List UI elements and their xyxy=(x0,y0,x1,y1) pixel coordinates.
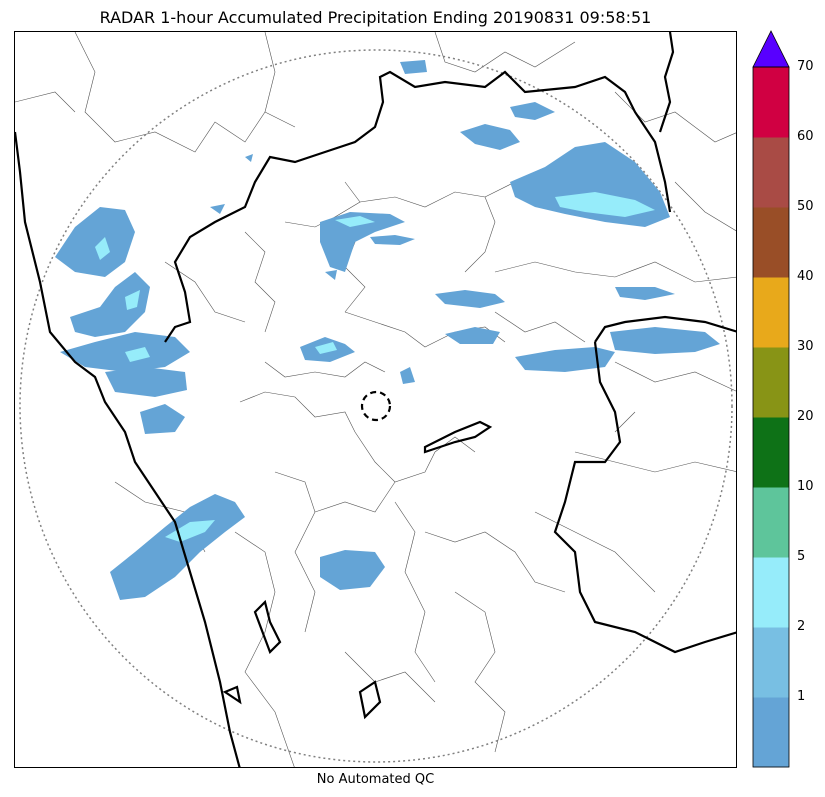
radar-site-marker xyxy=(360,390,392,422)
qc-status-label: No Automated QC xyxy=(316,772,435,787)
colorbar-bin xyxy=(753,557,789,628)
colorbar-bin xyxy=(753,277,789,348)
figure-title: RADAR 1-hour Accumulated Precipitation E… xyxy=(99,8,652,27)
colorbar-tick-label: 60 xyxy=(797,129,814,144)
colorbar-bin xyxy=(753,347,789,418)
radar-range-ring xyxy=(19,49,733,763)
colorbar-bin xyxy=(753,697,789,768)
colorbar-tick-label: 1 xyxy=(797,689,806,704)
radar-map-canvas xyxy=(15,32,736,767)
colorbar-bin xyxy=(753,137,789,208)
colorbar-bin xyxy=(753,67,789,138)
colorbar-tick-label: 50 xyxy=(797,199,814,214)
district-boundaries xyxy=(15,32,736,767)
colorbar xyxy=(752,30,790,768)
colorbar-outline xyxy=(752,66,790,768)
colorbar-bin xyxy=(753,627,789,698)
colorbar-bin xyxy=(753,207,789,278)
colorbar-tick-label: 20 xyxy=(797,409,814,424)
state-boundaries xyxy=(15,32,736,767)
colorbar-tick-label: 40 xyxy=(797,269,814,284)
colorbar-bin xyxy=(753,417,789,488)
radar-map xyxy=(14,31,737,768)
colorbar-tick-label: 10 xyxy=(797,479,814,494)
precipitation-field xyxy=(55,60,720,600)
colorbar-tick-label: 30 xyxy=(797,339,814,354)
colorbar-extend-triangle xyxy=(752,30,790,68)
colorbar-tick-label: 5 xyxy=(797,549,806,564)
colorbar-tick-label: 70 xyxy=(797,59,814,74)
colorbar-tick-label: 2 xyxy=(797,619,806,634)
colorbar-bin xyxy=(753,487,789,558)
